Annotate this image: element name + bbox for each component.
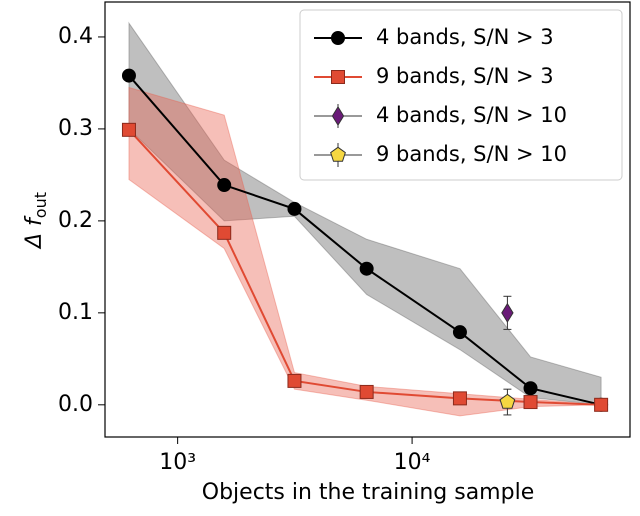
marker [523,381,538,396]
legend-label: 4 bands, S/N > 3 [376,25,554,49]
y-axis-label: Δ fout [22,192,50,250]
y-tick-label: 0.0 [58,392,93,417]
marker [287,201,302,216]
y-tick-label: 0.3 [58,116,93,141]
x-axis-label: Objects in the training sample [202,480,534,505]
band [128,86,602,417]
x-tick-label: 10³ [159,450,196,475]
marker [331,31,345,45]
x-tick-label: 10⁴ [394,450,431,475]
y-label-sub: out [31,192,50,218]
legend-label: 4 bands, S/N > 10 [376,103,567,127]
legend-label: 9 bands, S/N > 10 [376,142,567,166]
marker [452,325,467,340]
y-tick-label: 0.1 [58,300,93,325]
marker [217,225,232,240]
marker [523,395,538,410]
marker [287,373,302,388]
axes-frame [104,1,631,438]
legend-frame [299,9,623,181]
y-tick-label: 0.2 [58,208,93,233]
marker [359,261,374,276]
marker [217,178,232,193]
marker [594,397,609,412]
y-label-main: Δ f [22,215,47,250]
y-tick-label: 0.4 [58,24,93,49]
marker [501,302,514,323]
marker [331,70,345,84]
marker [331,105,345,127]
marker [121,68,136,83]
marker [499,393,516,409]
marker [359,384,374,399]
marker [452,391,467,406]
legend-label: 9 bands, S/N > 3 [376,64,554,88]
legend: 4 bands, S/N > 3 9 bands, S/N > 3 4 bands,… [299,9,623,181]
marker [330,146,346,162]
marker [121,122,136,137]
